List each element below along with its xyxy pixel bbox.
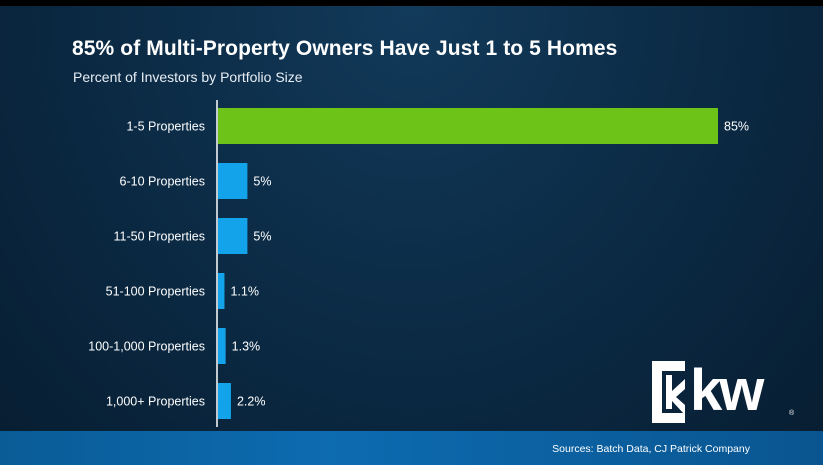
category-label: 6-10 Properties bbox=[120, 175, 205, 189]
data-label: 85% bbox=[724, 120, 749, 134]
slide: 85% of Multi-Property Owners Have Just 1… bbox=[0, 6, 823, 465]
category-label: 1,000+ Properties bbox=[106, 395, 205, 409]
chart-subtitle: Percent of Investors by Portfolio Size bbox=[73, 69, 303, 85]
category-label: 11-50 Properties bbox=[114, 230, 206, 244]
bar bbox=[218, 328, 226, 364]
kw-logo-text: kw bbox=[690, 358, 764, 423]
bar bbox=[218, 108, 718, 144]
category-label: 1-5 Properties bbox=[126, 120, 205, 134]
footer-bar: Sources: Batch Data, CJ Patrick Company bbox=[0, 431, 823, 465]
kw-logo-icon bbox=[652, 361, 685, 423]
chart-title: 85% of Multi-Property Owners Have Just 1… bbox=[72, 37, 618, 60]
category-label: 51-100 Properties bbox=[106, 285, 205, 299]
data-label: 5% bbox=[253, 230, 271, 244]
registered-mark: ® bbox=[789, 410, 795, 417]
data-label: 2.2% bbox=[237, 395, 265, 409]
data-label: 1.3% bbox=[232, 340, 261, 354]
category-label: 100-1,000 Properties bbox=[88, 340, 205, 354]
bar bbox=[218, 273, 225, 309]
bar-chart: 1-5 Properties 85% 6-10 Properties 5% 11-50 … bbox=[88, 100, 749, 427]
data-label: 1.1% bbox=[230, 285, 259, 299]
source-note: Sources: Batch Data, CJ Patrick Company bbox=[552, 443, 750, 455]
bar bbox=[218, 383, 231, 419]
bar bbox=[218, 163, 248, 199]
data-label: 5% bbox=[253, 175, 271, 189]
bar bbox=[218, 218, 248, 254]
